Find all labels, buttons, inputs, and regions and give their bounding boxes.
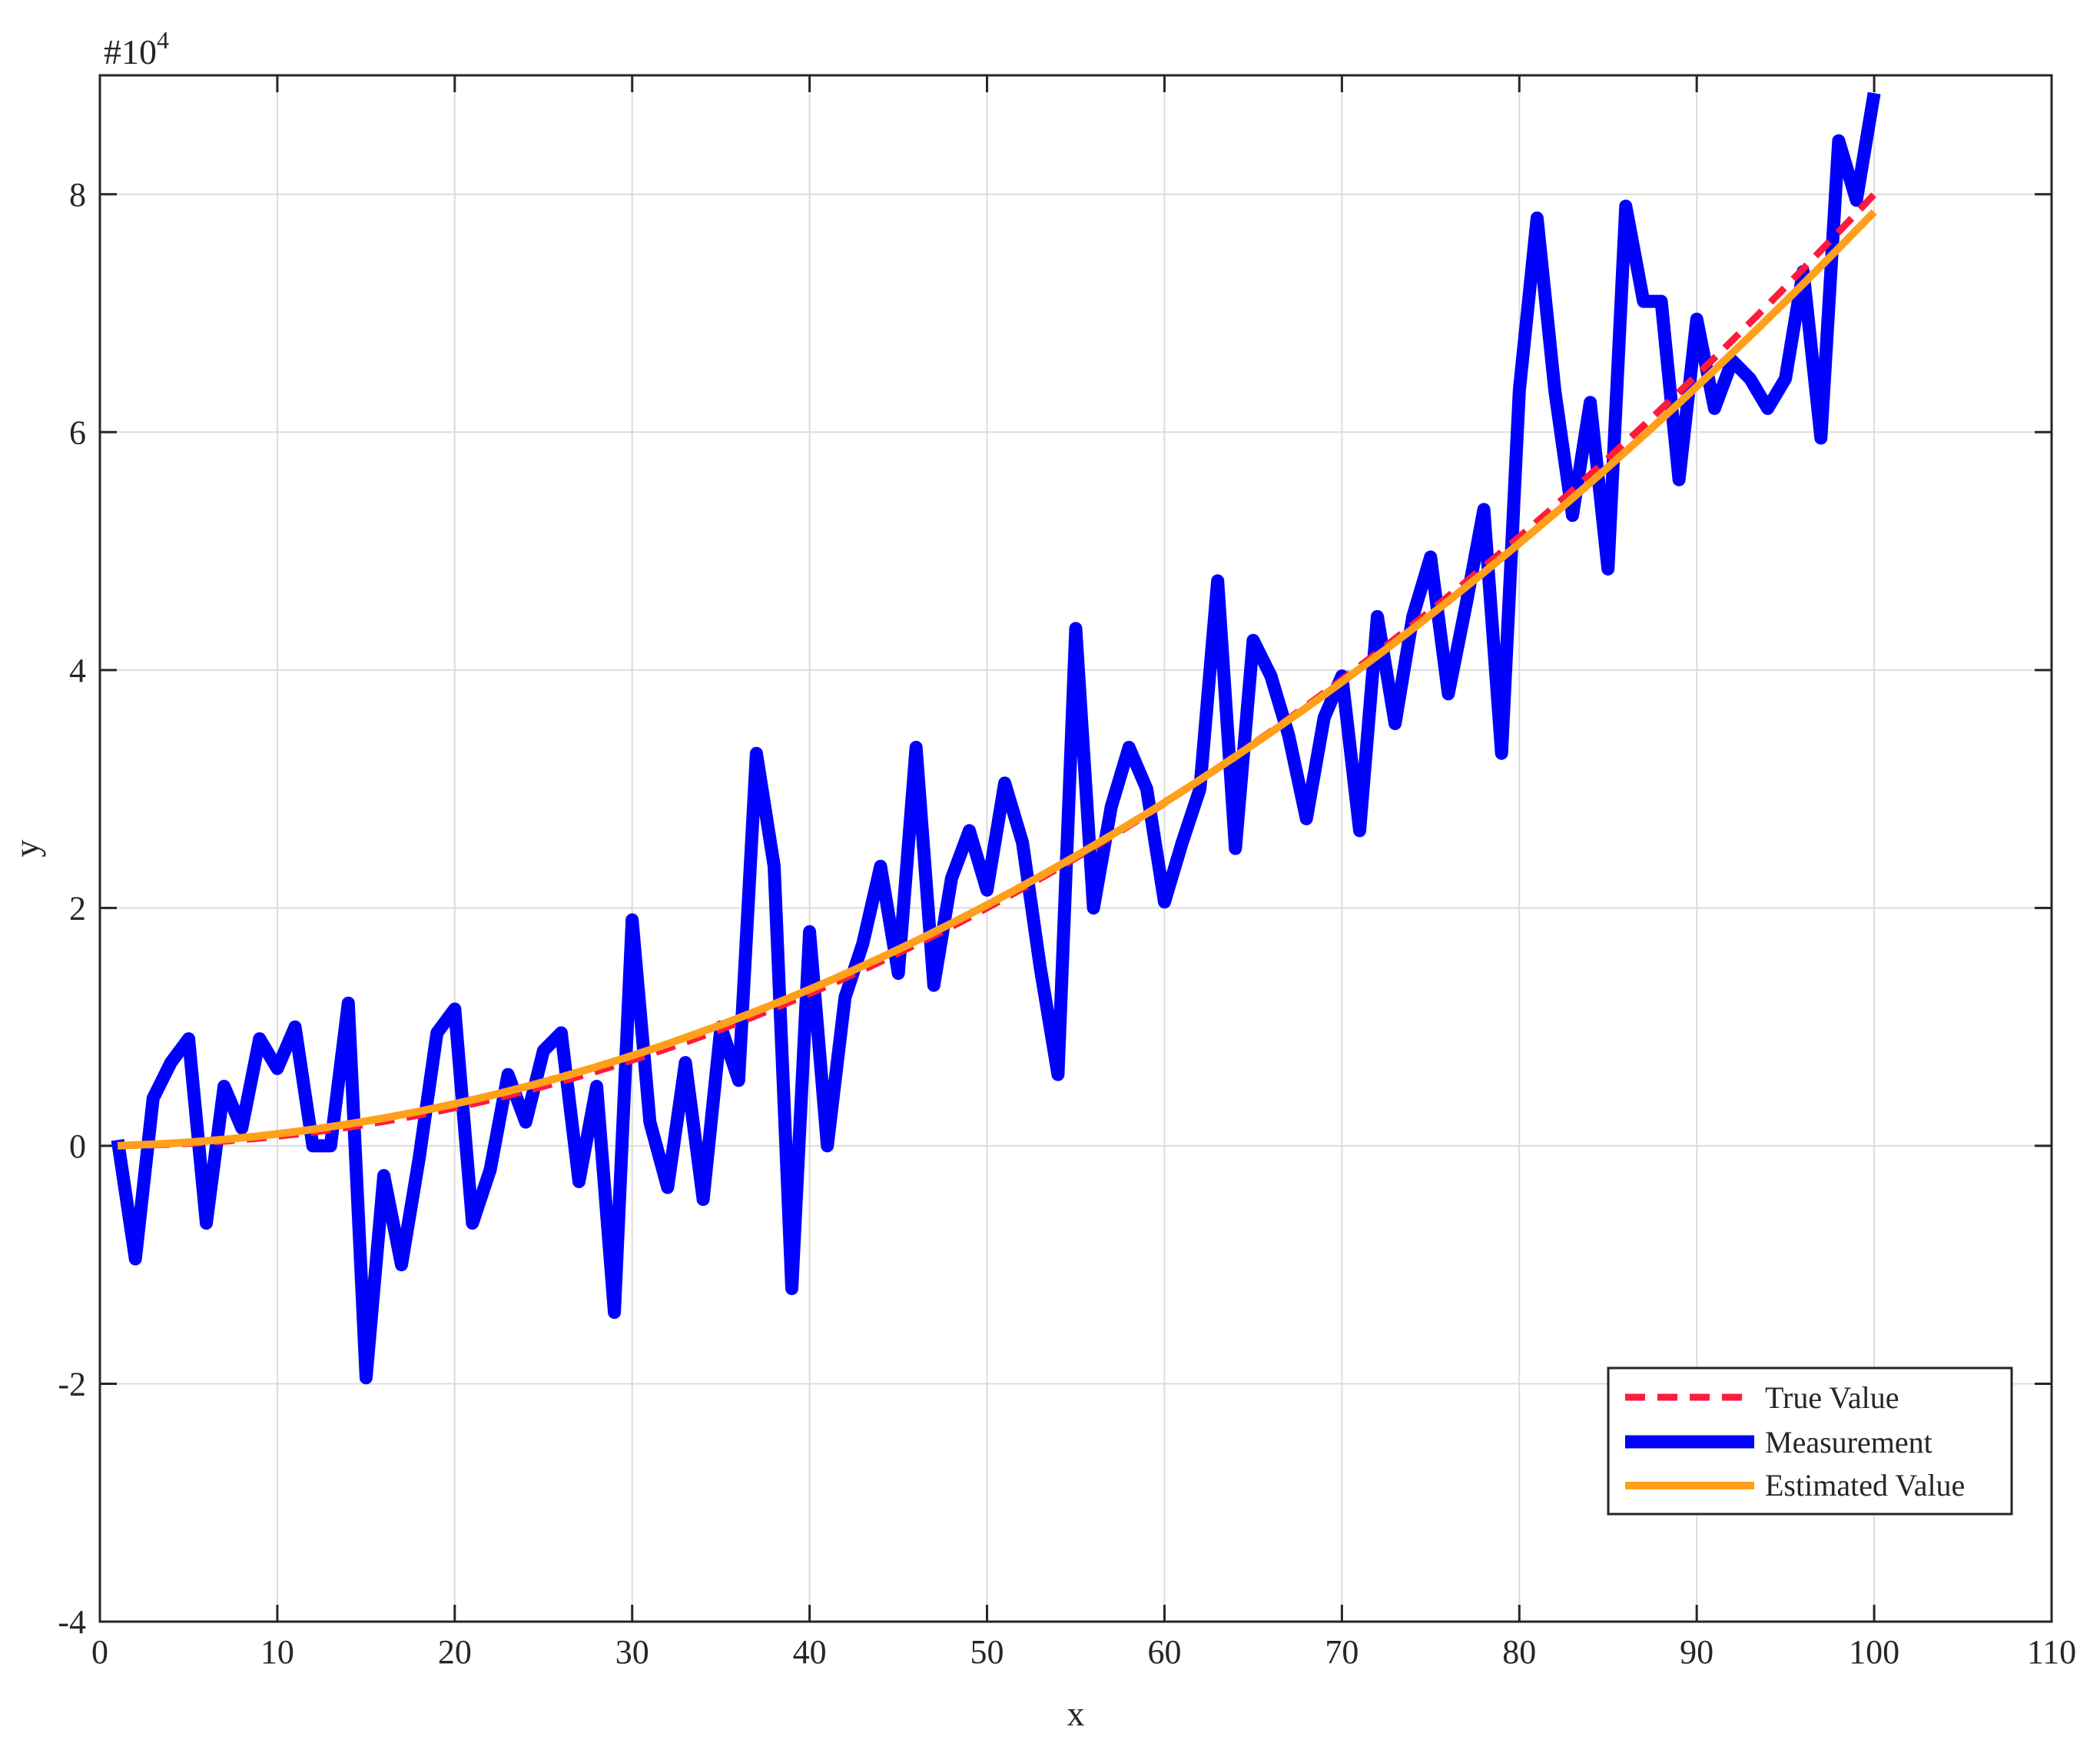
x-tick-label: 60 — [1147, 1633, 1181, 1671]
y-tick-label: 0 — [69, 1127, 86, 1165]
y-exponent-base: #10 — [104, 32, 157, 71]
y-exponent-label: #104 — [104, 26, 169, 71]
series-measurement — [111, 91, 1881, 1385]
plot-area-background — [100, 75, 2052, 1622]
y-tick-label: 4 — [69, 652, 86, 689]
y-tick-label: -4 — [58, 1603, 86, 1641]
axis-tick-labels: 0 10 20 30 40 50 60 70 80 90 100 110 -4 -2 0 2 4 6 8 — [58, 176, 2076, 1671]
plot-series — [111, 91, 1881, 1385]
legend-label-estimated-value: Estimated Value — [1765, 1468, 1965, 1503]
x-tick-label: 20 — [438, 1633, 472, 1671]
plot-area-frame — [98, 74, 2053, 1623]
series-estimated-value — [117, 209, 1877, 1150]
x-tick-label: 0 — [91, 1633, 108, 1671]
y-tick-label: 8 — [69, 176, 86, 214]
y-tick-label: 6 — [69, 413, 86, 451]
y-axis-label: y — [7, 840, 46, 858]
x-axis-label: x — [1067, 1694, 1085, 1733]
x-tick-label: 80 — [1502, 1633, 1536, 1671]
legend-label-true-value: True Value — [1765, 1380, 1899, 1415]
x-tick-label: 40 — [793, 1633, 827, 1671]
x-tick-label: 90 — [1680, 1633, 1714, 1671]
x-tick-label: 70 — [1325, 1633, 1359, 1671]
y-tick-label: -2 — [58, 1365, 86, 1403]
axis-ticks — [98, 75, 2053, 1623]
x-tick-label: 30 — [615, 1633, 649, 1671]
legend-label-measurement: Measurement — [1765, 1425, 1932, 1459]
x-tick-label: 10 — [260, 1633, 294, 1671]
x-tick-label: 50 — [970, 1633, 1004, 1671]
x-tick-label: 110 — [2027, 1633, 2076, 1671]
y-exponent-power: 4 — [157, 26, 169, 54]
x-tick-label: 100 — [1849, 1633, 1899, 1671]
legend: True Value Measurement Estimated Value — [1607, 1366, 2013, 1516]
y-tick-label: 2 — [69, 889, 86, 927]
